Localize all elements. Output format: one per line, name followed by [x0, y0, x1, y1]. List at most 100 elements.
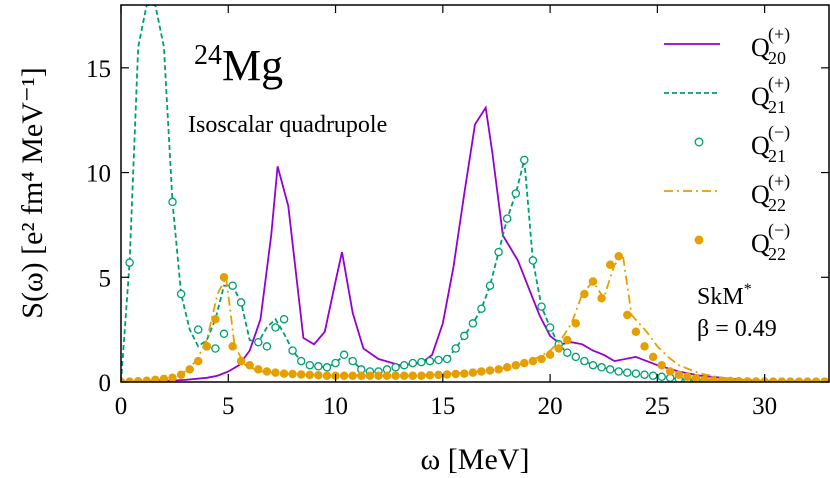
series-Q21(-) [121, 155, 829, 382]
data-point [425, 356, 435, 366]
x-tick-label: 20 [538, 393, 563, 420]
x-axis: 0 5 10 15 20 25 30 [115, 5, 777, 420]
data-point [545, 323, 555, 332]
legend-label-sup: (+) [768, 24, 790, 45]
data-point [417, 371, 426, 380]
data-point [494, 247, 503, 257]
data-point [322, 363, 332, 372]
data-point [271, 323, 280, 332]
data-point [236, 356, 246, 366]
data-point [511, 189, 521, 198]
data-point [314, 371, 323, 380]
y-tick-label: 0 [99, 370, 112, 397]
data-point [605, 260, 615, 269]
data-point [219, 273, 229, 282]
data-point [451, 344, 460, 353]
interaction-star: * [744, 281, 752, 298]
data-point [296, 370, 306, 379]
data-point [322, 371, 332, 380]
data-point [442, 370, 452, 379]
data-point [537, 302, 546, 311]
data-point [614, 367, 623, 376]
data-point [451, 369, 460, 379]
legend-label-main: Q [751, 131, 770, 160]
data-point [726, 376, 735, 382]
legend-label-sub: 21 [768, 97, 786, 117]
data-point [563, 335, 572, 345]
data-point [734, 376, 744, 382]
data-point [648, 352, 658, 362]
y-tick-label: 15 [86, 56, 111, 83]
data-point [477, 367, 486, 376]
data-point [477, 304, 486, 313]
legend-label: Q(+) 22 [751, 171, 790, 215]
data-point [142, 376, 151, 382]
nucleus-symbol: Mg [222, 41, 283, 90]
nucleus-mass: 24 [194, 40, 222, 71]
data-point [193, 325, 203, 334]
legend-label-sup: (+) [768, 73, 790, 94]
data-point [133, 376, 143, 382]
data-point [571, 352, 581, 362]
data-point [168, 197, 177, 207]
data-point [605, 365, 615, 374]
data-point [168, 373, 177, 382]
legend-label-sub: 22 [768, 244, 786, 264]
legend-label: Q(+) 21 [751, 73, 790, 117]
data-point [460, 369, 469, 378]
legend-label-main: Q [751, 33, 770, 62]
data-point [597, 363, 606, 372]
data-point [211, 344, 220, 353]
legend-label-sup: (−) [768, 220, 790, 241]
data-point [159, 374, 169, 382]
data-point [554, 344, 563, 353]
data-point [399, 371, 409, 380]
data-point [391, 363, 400, 372]
data-point [528, 256, 538, 265]
data-point [296, 356, 306, 366]
data-point [485, 281, 495, 290]
data-point [588, 277, 598, 286]
data-point [580, 289, 589, 299]
legend-label-sub: 22 [768, 195, 786, 215]
data-point [494, 365, 503, 374]
data-point [193, 356, 203, 366]
data-point [365, 371, 375, 380]
data-point [623, 368, 632, 377]
data-point [357, 371, 366, 380]
data-point [262, 367, 272, 376]
data-point [502, 214, 512, 223]
data-point [502, 363, 512, 372]
data-point [348, 371, 357, 380]
data-point [717, 376, 726, 382]
data-point [382, 371, 392, 380]
data-point [460, 331, 469, 341]
data-point [623, 310, 632, 320]
data-point [520, 155, 529, 165]
legend-label-sup: (+) [768, 171, 790, 192]
data-point [520, 358, 529, 368]
legend-label-sub: 20 [768, 48, 786, 68]
legend-item-Q22(-): Q(−) 22 [694, 220, 790, 264]
x-tick-label: 0 [115, 393, 128, 420]
mode-label: Isoscalar quadrupole [188, 112, 387, 138]
legend-swatch [694, 137, 704, 147]
data-point [374, 371, 383, 380]
data-point [305, 360, 315, 370]
data-point [434, 355, 443, 365]
x-tick-label: 30 [752, 393, 777, 420]
legend-item-Q20(+): Q(+) 20 [664, 24, 790, 68]
legend-label: Q(+) 20 [751, 24, 790, 68]
data-point [151, 375, 160, 382]
data-point [288, 369, 297, 379]
data-point [279, 369, 289, 378]
data-point [657, 372, 666, 382]
data-point [434, 370, 443, 380]
data-point [425, 371, 435, 380]
data-point [442, 354, 452, 364]
series-line [121, 105, 829, 382]
x-axis-label: ω [MeV] [421, 443, 530, 476]
data-point [665, 367, 675, 376]
series-Q20(+) [121, 105, 829, 382]
data-point [700, 375, 709, 382]
